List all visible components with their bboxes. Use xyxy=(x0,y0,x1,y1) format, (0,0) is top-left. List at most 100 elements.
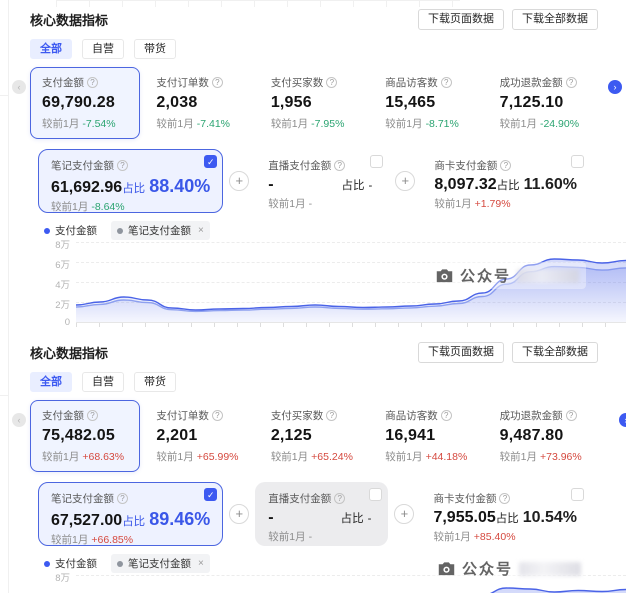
info-icon[interactable] xyxy=(565,410,577,421)
add-metric-icon[interactable] xyxy=(229,504,250,524)
download-page-data-button[interactable]: 下载页面数据 xyxy=(418,341,504,363)
compare-label: 较前1月 xyxy=(385,118,423,130)
info-icon[interactable] xyxy=(211,77,223,88)
submetric-value: 7,955.05 xyxy=(433,509,496,526)
info-icon[interactable] xyxy=(334,493,346,504)
submetric-label: 商卡支付金额 xyxy=(433,493,497,505)
tab-affiliate[interactable]: 带货 xyxy=(134,39,176,59)
chart-legend: 支付金额 笔记支付金额 xyxy=(38,221,598,240)
checkbox-unchecked-icon[interactable] xyxy=(571,155,584,168)
info-icon[interactable] xyxy=(565,77,577,88)
add-metric-icon[interactable] xyxy=(395,171,416,191)
carousel-prev-icon[interactable] xyxy=(12,80,26,94)
metric-label: 商品访客数 xyxy=(385,77,438,89)
metric-card-pay-amount[interactable]: 支付金额 75,482.05 较前1月+68.63% xyxy=(30,400,141,472)
share-value: 88.40% xyxy=(149,176,211,196)
change-percent: - xyxy=(308,531,313,543)
share-value: 11.60% xyxy=(523,176,577,193)
close-icon[interactable] xyxy=(198,225,204,236)
legend-label: 支付金额 xyxy=(55,225,97,237)
checkbox-checked-icon[interactable] xyxy=(204,155,218,168)
info-icon[interactable] xyxy=(499,493,511,504)
download-page-data-button[interactable]: 下载页面数据 xyxy=(418,8,504,30)
tab-self-operated[interactable]: 自营 xyxy=(82,372,124,392)
download-all-data-button[interactable]: 下载全部数据 xyxy=(512,8,598,30)
y-axis-tick: 0 xyxy=(64,317,70,328)
metric-label: 支付金额 xyxy=(42,77,84,89)
metric-card-pay-buyers[interactable]: 支付买家数 1,956 较前1月-7.95% xyxy=(259,67,369,139)
carousel-next-icon[interactable] xyxy=(619,413,626,427)
metric-card-pay-orders[interactable]: 支付订单数 2,038 较前1月-7.41% xyxy=(144,67,254,139)
compare-label: 较前1月 xyxy=(156,118,194,130)
info-icon[interactable] xyxy=(334,160,346,171)
metric-card-row: 支付金额 75,482.05 较前1月+68.63% 支付订单数 2,201 较… xyxy=(30,400,598,472)
change-percent: -8.71% xyxy=(425,118,459,130)
compare-label: 较前1月 xyxy=(42,118,80,130)
change-percent: -24.90% xyxy=(539,118,580,130)
metric-label: 支付订单数 xyxy=(156,77,209,89)
checkbox-unchecked-icon[interactable] xyxy=(369,488,383,501)
metric-card-pay-orders[interactable]: 支付订单数 2,201 较前1月+65.99% xyxy=(144,400,254,472)
legend-dot-icon xyxy=(117,560,123,567)
scope-tabs: 全部 自营 带货 xyxy=(30,39,598,59)
legend-dot-icon xyxy=(44,560,50,567)
close-icon[interactable] xyxy=(198,558,204,569)
legend-item-pay-amount[interactable]: 支付金额 xyxy=(38,554,103,573)
legend-item-pay-amount[interactable]: 支付金额 xyxy=(38,221,103,240)
page-title: 核心数据指标 xyxy=(30,345,109,361)
panel-header: 核心数据指标 下载页面数据 下载全部数据 xyxy=(30,8,598,30)
info-icon[interactable] xyxy=(440,410,452,421)
add-metric-icon[interactable] xyxy=(394,504,415,524)
metric-card-product-visitors[interactable]: 商品访客数 16,941 较前1月+44.18% xyxy=(373,400,483,472)
metric-card-refund-amount[interactable]: 成功退款金额 9,487.80 较前1月+73.96% xyxy=(488,400,598,472)
tab-all[interactable]: 全部 xyxy=(30,39,72,59)
tab-all[interactable]: 全部 xyxy=(30,372,72,392)
checkbox-checked-icon[interactable] xyxy=(204,488,218,501)
add-metric-icon[interactable] xyxy=(229,171,250,191)
tab-affiliate[interactable]: 带货 xyxy=(134,372,176,392)
area-chart-canvas[interactable] xyxy=(76,575,626,593)
share-label: 占比 xyxy=(496,180,520,192)
info-icon[interactable] xyxy=(326,410,338,421)
metric-card-pay-amount[interactable]: 支付金额 69,790.28 较前1月-7.54% xyxy=(30,67,141,139)
info-icon[interactable] xyxy=(326,77,338,88)
info-icon[interactable] xyxy=(117,493,128,504)
legend-dot-icon xyxy=(44,227,50,234)
info-icon[interactable] xyxy=(87,77,98,88)
metric-card-product-visitors[interactable]: 商品访客数 15,465 较前1月-8.71% xyxy=(373,67,483,139)
metric-value: 9,487.80 xyxy=(499,427,564,444)
legend-item-note-pay-amount[interactable]: 笔记支付金额 xyxy=(111,221,210,240)
info-icon[interactable] xyxy=(87,410,98,421)
compare-label: 较前1月 xyxy=(42,451,80,463)
carousel-next-icon[interactable] xyxy=(608,80,622,94)
left-edge-tick xyxy=(0,95,8,96)
change-percent: +68.63% xyxy=(82,451,125,463)
tab-self-operated[interactable]: 自营 xyxy=(82,39,124,59)
change-percent: +1.79% xyxy=(474,198,511,210)
watermark: 公众号 xyxy=(430,555,589,582)
legend-item-note-pay-amount[interactable]: 笔记支付金额 xyxy=(111,554,210,573)
info-icon[interactable] xyxy=(211,410,223,421)
checkbox-unchecked-icon[interactable] xyxy=(571,488,584,501)
subcard-live-pay-amount[interactable]: 直播支付金额 - 占比- 较前1月- xyxy=(255,482,389,546)
subcard-live-pay-amount[interactable]: 直播支付金额 - 占比- 较前1月- xyxy=(255,149,389,213)
download-all-data-button[interactable]: 下载全部数据 xyxy=(512,341,598,363)
metric-label: 商品访客数 xyxy=(385,410,438,422)
compare-label: 较前1月 xyxy=(434,198,472,210)
carousel-prev-icon[interactable] xyxy=(12,413,26,427)
info-icon[interactable] xyxy=(500,160,512,171)
info-icon[interactable] xyxy=(117,160,128,171)
info-icon[interactable] xyxy=(440,77,452,88)
legend-label: 支付金额 xyxy=(55,558,97,570)
metric-card-pay-buyers[interactable]: 支付买家数 2,125 较前1月+65.24% xyxy=(259,400,369,472)
watermark-text: 公众号 xyxy=(462,561,514,578)
checkbox-unchecked-icon[interactable] xyxy=(370,155,384,168)
metric-value: 15,465 xyxy=(385,94,436,111)
background-table-grid xyxy=(56,0,460,7)
metric-card-refund-amount[interactable]: 成功退款金额 7,125.10 较前1月-24.90% xyxy=(488,67,598,139)
